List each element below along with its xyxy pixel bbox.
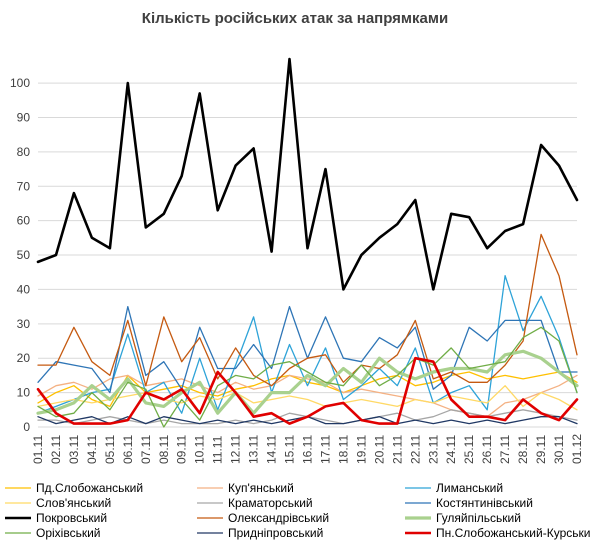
x-tick-label: 28.11 [516,435,530,464]
series-line [37,275,578,414]
y-tick-label: 20 [17,351,31,365]
x-tick-label: 03.11 [67,435,81,464]
y-tick-label: 80 [17,145,31,159]
x-tick-label: 14.11 [265,435,279,464]
x-tick-label: 11.11 [211,435,225,464]
x-axis: 01.11 02.11 03.11 04.11 05.11 06.11 07.11 08.11… [31,434,584,464]
x-tick-label: 02.11 [49,435,63,464]
x-tick-label: 05.11 [103,435,117,464]
y-tick-label: 70 [17,179,31,193]
legend-label: Гуляйпільський [436,511,521,525]
legend-label: Куп'янський [228,481,294,495]
x-tick-label: 13.11 [247,435,261,464]
series-lines [36,57,579,428]
x-tick-label: 19.11 [354,435,368,464]
legend-label: Слов'янський [36,496,111,510]
x-tick-label: 16.11 [301,435,315,464]
y-tick-label: 60 [17,214,31,228]
x-tick-label: 17.11 [318,435,332,464]
y-tick-label: 0 [23,420,30,434]
y-tick-label: 40 [17,282,31,296]
x-tick-label: 09.11 [175,435,189,464]
series-line [36,57,579,291]
legend-label: Пн.Слобожанський-Курський [436,526,590,540]
x-tick-label: 18.11 [336,435,350,464]
x-tick-label: 10.11 [193,435,207,464]
x-tick-label: 25.11 [462,435,476,464]
gridlines [38,82,577,428]
x-tick-label: 01.11 [31,435,45,464]
y-tick-label: 90 [17,110,31,124]
y-tick-label: 50 [17,248,31,262]
chart-title: Кількість російських атак за напрямками [141,10,449,27]
series-line [37,385,578,411]
y-tick-label: 100 [10,76,30,90]
legend-label: Краматорський [228,496,313,510]
y-tick-label: 30 [17,317,31,331]
legend: Пд.Слобожанський Куп'янський Лиманський Сло… [5,481,590,540]
series-line [37,233,578,387]
legend-label: Придніпровський [228,526,323,540]
legend-label: Олександрівський [228,511,329,525]
y-axis: 0 10 20 30 40 50 60 70 80 90 100 [10,76,30,434]
x-tick-label: 01.12 [570,434,584,464]
legend-label: Оріхівський [36,526,101,540]
x-tick-label: 23.11 [426,435,440,464]
x-tick-label: 04.11 [85,435,99,464]
x-tick-label: 26.11 [480,435,494,464]
x-tick-label: 24.11 [444,435,458,464]
x-tick-label: 06.11 [121,435,135,464]
x-tick-label: 29.11 [534,435,548,464]
legend-label: Лиманський [436,481,503,495]
series-line [37,326,578,428]
x-tick-label: 20.11 [372,435,386,464]
x-tick-label: 27.11 [498,435,512,464]
x-tick-label: 15.11 [283,435,297,464]
legend-label: Пд.Слобожанський [36,481,143,495]
series-line [36,356,579,425]
legend-label: Костянтинівський [436,496,533,510]
x-tick-label: 12.11 [229,435,243,464]
x-tick-label: 07.11 [139,435,153,464]
x-tick-label: 30.11 [552,435,566,464]
x-tick-label: 22.11 [408,435,422,464]
legend-label: Покровський [36,511,107,525]
series-line [36,349,579,415]
y-tick-label: 10 [17,386,31,400]
x-tick-label: 08.11 [157,435,171,464]
x-tick-label: 21.11 [390,435,404,464]
